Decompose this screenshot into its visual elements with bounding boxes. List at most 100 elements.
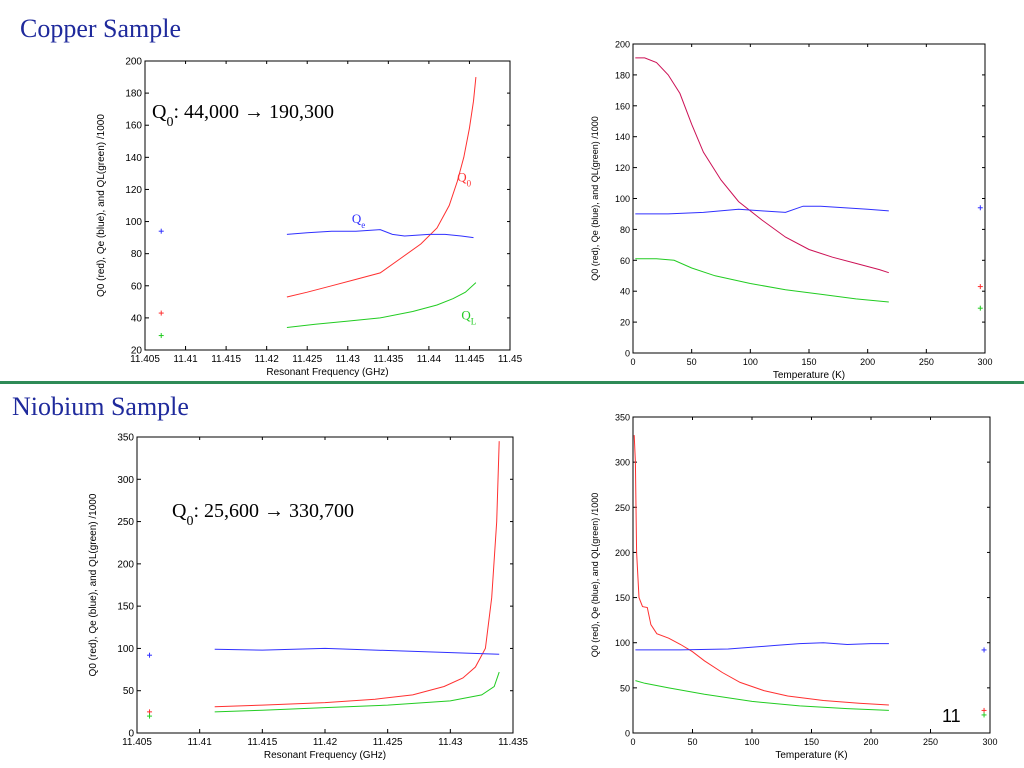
- x-tick-label: 11.43: [336, 354, 361, 365]
- annotation-q: Q: [152, 101, 167, 123]
- x-tick-label: 100: [744, 737, 759, 747]
- series-line-ql: [286, 282, 477, 328]
- y-tick-label: 0: [625, 729, 630, 739]
- outlier-point: [158, 228, 164, 234]
- annotation-range: : 44,000 → 190,300: [173, 101, 334, 123]
- x-tick-label: 100: [743, 357, 758, 367]
- outlier-point: [981, 647, 987, 653]
- plot-frame: [632, 416, 991, 734]
- section-divider: [0, 381, 1024, 384]
- y-tick-label: 120: [125, 185, 142, 196]
- y-tick-label: 60: [620, 256, 630, 266]
- x-tick-label: 11.405: [130, 354, 160, 365]
- annotation-range: : 25,600 → 330,700: [193, 500, 354, 522]
- y-axis-label: Q0 (red), Qe (blue), and QL(green) /1000: [590, 116, 600, 281]
- plot-frame: [144, 60, 511, 351]
- y-tick-label: 140: [125, 153, 142, 164]
- y-tick-label: 200: [117, 559, 134, 570]
- y-tick-label: 50: [123, 686, 135, 697]
- y-tick-label: 0: [128, 729, 134, 740]
- y-tick-label: 200: [615, 548, 630, 558]
- x-tick-label: 11.41: [188, 737, 213, 748]
- y-tick-label: 100: [117, 644, 134, 655]
- y-tick-label: 200: [615, 40, 630, 50]
- x-tick-label: 11.43: [438, 737, 463, 748]
- y-tick-label: 20: [131, 346, 143, 357]
- x-tick-label: 50: [687, 357, 697, 367]
- y-tick-label: 100: [615, 638, 630, 648]
- x-tick-label: 0: [630, 737, 635, 747]
- x-tick-label: 0: [630, 357, 635, 367]
- series-line-ql: [635, 680, 889, 711]
- outlier-point: [981, 712, 987, 718]
- y-tick-label: 100: [615, 194, 630, 204]
- series-line-ql: [214, 671, 500, 713]
- outlier-point: [977, 305, 983, 311]
- x-tick-label: 11.435: [373, 354, 403, 365]
- series-label-0-main: Q: [457, 169, 467, 184]
- x-tick-label: 300: [982, 737, 997, 747]
- y-axis-label: Q0 (red), Qe (blue), and QL(green) /1000: [590, 493, 600, 658]
- series-line-q0: [286, 77, 477, 298]
- series-line-qe: [635, 642, 889, 651]
- outlier-point: [147, 713, 153, 719]
- niobium-sample-title: Niobium Sample: [12, 392, 189, 421]
- y-tick-label: 40: [620, 287, 630, 297]
- y-tick-label: 300: [117, 475, 134, 486]
- y-tick-label: 80: [131, 249, 143, 260]
- series-label-e-subscript: e: [361, 220, 365, 230]
- y-tick-label: 60: [131, 281, 143, 292]
- series-line-qe: [214, 647, 500, 655]
- x-axis-label: Resonant Frequency (GHz): [266, 367, 388, 378]
- y-tick-label: 0: [625, 349, 630, 359]
- y-tick-label: 180: [615, 70, 630, 80]
- x-tick-label: 11.415: [247, 737, 277, 748]
- x-tick-label: 11.415: [211, 354, 241, 365]
- y-tick-label: 100: [125, 217, 142, 228]
- series-label-e-main: Q: [352, 211, 362, 226]
- outlier-point: [158, 310, 164, 316]
- y-tick-label: 160: [615, 101, 630, 111]
- y-tick-label: 80: [620, 225, 630, 235]
- x-tick-label: 200: [860, 357, 875, 367]
- y-tick-label: 250: [117, 517, 134, 528]
- outlier-point: [981, 707, 987, 713]
- x-tick-label: 150: [804, 737, 819, 747]
- annotation-subscript: 0: [166, 115, 173, 130]
- y-tick-label: 350: [117, 433, 134, 444]
- series-label-l-subscript: L: [471, 316, 477, 326]
- x-tick-label: 250: [923, 737, 938, 747]
- x-tick-label: 50: [687, 737, 697, 747]
- series-line-qe: [635, 205, 889, 215]
- y-tick-label: 120: [615, 163, 630, 173]
- x-tick-label: 11.445: [455, 354, 485, 365]
- y-tick-label: 20: [620, 318, 630, 328]
- series-label-0: Q0: [457, 169, 471, 188]
- series-label-e: Qe: [352, 211, 365, 230]
- outlier-point: [977, 284, 983, 290]
- x-tick-label: 11.41: [173, 354, 198, 365]
- series-label-0-subscript: 0: [467, 178, 472, 188]
- annotation-q: Q: [172, 500, 187, 522]
- series-label-l: QL: [461, 307, 476, 326]
- y-axis-label: Q0 (red), Qe (blue), and QL(green) /1000: [96, 114, 107, 297]
- y-axis-label: Q0 (red), Qe (blue), and QL(green) /1000: [88, 493, 99, 676]
- y-tick-label: 50: [620, 683, 630, 693]
- x-tick-label: 11.45: [498, 354, 523, 365]
- outlier-point: [977, 205, 983, 211]
- page-number: 11: [942, 706, 961, 726]
- annotation-subscript: 0: [186, 514, 193, 529]
- x-axis-label: Resonant Frequency (GHz): [264, 750, 386, 761]
- y-tick-label: 160: [125, 121, 142, 132]
- y-tick-label: 300: [615, 458, 630, 468]
- y-tick-label: 350: [615, 413, 630, 423]
- x-tick-label: 11.425: [373, 737, 403, 748]
- outlier-point: [158, 333, 164, 339]
- x-axis-label: Temperature (K): [775, 750, 847, 761]
- copper-sample-title: Copper Sample: [20, 14, 182, 43]
- y-tick-label: 140: [615, 132, 630, 142]
- x-tick-label: 250: [919, 357, 934, 367]
